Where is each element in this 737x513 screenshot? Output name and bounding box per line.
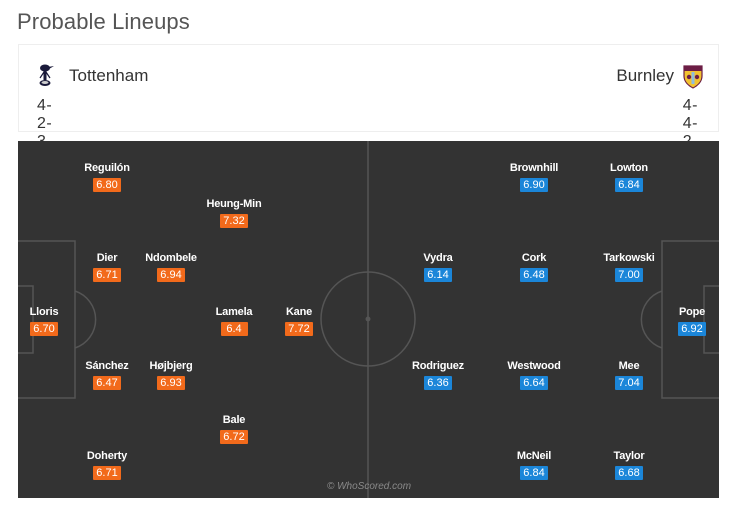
player-card[interactable]: Ndombele 6.94 bbox=[141, 252, 201, 283]
burnley-crest-icon bbox=[682, 63, 704, 89]
player-rating: 6.84 bbox=[520, 466, 548, 480]
player-name: Ndombele bbox=[145, 252, 197, 264]
player-rating: 7.72 bbox=[285, 322, 313, 336]
player-name: Kane bbox=[285, 306, 313, 318]
player-name: Cork bbox=[521, 252, 547, 264]
player-name: Bale bbox=[222, 414, 246, 426]
player-name: Lamela bbox=[215, 306, 253, 318]
player-card[interactable]: Lowton 6.84 bbox=[599, 162, 659, 193]
player-rating: 7.32 bbox=[220, 214, 248, 228]
player-card[interactable]: Rodriguez 6.36 bbox=[408, 360, 468, 391]
player-name: McNeil bbox=[516, 450, 552, 462]
player-name: Pope bbox=[678, 306, 706, 318]
player-card[interactable]: Westwood 6.64 bbox=[504, 360, 564, 391]
player-name: Taylor bbox=[613, 450, 645, 462]
player-name: Højbjerg bbox=[149, 360, 193, 372]
player-rating: 7.04 bbox=[615, 376, 643, 390]
player-rating: 6.94 bbox=[157, 268, 185, 282]
player-card[interactable]: Cork 6.48 bbox=[504, 252, 564, 283]
player-name: Dier bbox=[96, 252, 118, 264]
player-name: Rodriguez bbox=[412, 360, 464, 372]
player-card[interactable]: Dier 6.71 bbox=[77, 252, 137, 283]
player-name: Brownhill bbox=[509, 162, 559, 174]
player-rating: 6.47 bbox=[93, 376, 121, 390]
player-card[interactable]: Bale 6.72 bbox=[204, 414, 264, 445]
page-title: Probable Lineups bbox=[17, 9, 190, 34]
player-name: Reguilón bbox=[84, 162, 130, 174]
player-card[interactable]: Mee 7.04 bbox=[599, 360, 659, 391]
player-rating: 6.92 bbox=[678, 322, 706, 336]
player-card[interactable]: Lamela 6.4 bbox=[204, 306, 264, 337]
watermark: © WhoScored.com bbox=[326, 481, 412, 492]
player-rating: 6.68 bbox=[615, 466, 643, 480]
player-rating: 6.80 bbox=[93, 178, 121, 192]
player-name: Lloris bbox=[29, 306, 59, 318]
player-card[interactable]: Kane 7.72 bbox=[269, 306, 329, 337]
player-rating: 7.00 bbox=[615, 268, 643, 282]
player-rating: 6.64 bbox=[520, 376, 548, 390]
player-card[interactable]: Højbjerg 6.93 bbox=[141, 360, 201, 391]
player-rating: 6.4 bbox=[220, 322, 248, 336]
player-rating: 6.48 bbox=[520, 268, 548, 282]
player-card[interactable]: Taylor 6.68 bbox=[599, 450, 659, 481]
player-name: Mee bbox=[618, 360, 640, 372]
pitch: Lloris 6.70 Reguilón 6.80 Dier 6.71 Sánc… bbox=[18, 141, 719, 498]
player-card[interactable]: Pope 6.92 bbox=[662, 306, 719, 337]
teams-header: Tottenham 4-2-3-1 Burnley 4-4-2 bbox=[18, 44, 719, 168]
home-team-name[interactable]: Tottenham bbox=[69, 66, 149, 85]
player-card[interactable]: Brownhill 6.90 bbox=[504, 162, 564, 193]
player-card[interactable]: Reguilón 6.80 bbox=[77, 162, 137, 193]
player-rating: 6.71 bbox=[93, 466, 121, 480]
player-name: Heung-Min bbox=[206, 198, 262, 210]
player-card[interactable]: Vydra 6.14 bbox=[408, 252, 468, 283]
player-card[interactable]: Doherty 6.71 bbox=[77, 450, 137, 481]
player-rating: 6.93 bbox=[157, 376, 185, 390]
player-card[interactable]: Lloris 6.70 bbox=[18, 306, 74, 337]
player-card[interactable]: Tarkowski 7.00 bbox=[599, 252, 659, 283]
away-team-name[interactable]: Burnley bbox=[616, 66, 674, 85]
player-card[interactable]: Heung-Min 7.32 bbox=[204, 198, 264, 229]
player-name: Tarkowski bbox=[603, 252, 655, 264]
player-rating: 6.72 bbox=[220, 430, 248, 444]
player-card[interactable]: Sánchez 6.47 bbox=[77, 360, 137, 391]
player-rating: 6.36 bbox=[424, 376, 452, 390]
player-rating: 6.90 bbox=[520, 178, 548, 192]
player-name: Doherty bbox=[86, 450, 128, 462]
player-name: Westwood bbox=[507, 360, 561, 372]
player-rating: 6.14 bbox=[424, 268, 452, 282]
tottenham-crest-icon bbox=[35, 63, 57, 89]
player-card[interactable]: McNeil 6.84 bbox=[504, 450, 564, 481]
player-rating: 6.84 bbox=[615, 178, 643, 192]
player-name: Lowton bbox=[610, 162, 648, 174]
player-name: Sánchez bbox=[85, 360, 129, 372]
player-rating: 6.71 bbox=[93, 268, 121, 282]
player-name: Vydra bbox=[423, 252, 453, 264]
pitch-markings bbox=[18, 141, 719, 498]
player-rating: 6.70 bbox=[30, 322, 58, 336]
